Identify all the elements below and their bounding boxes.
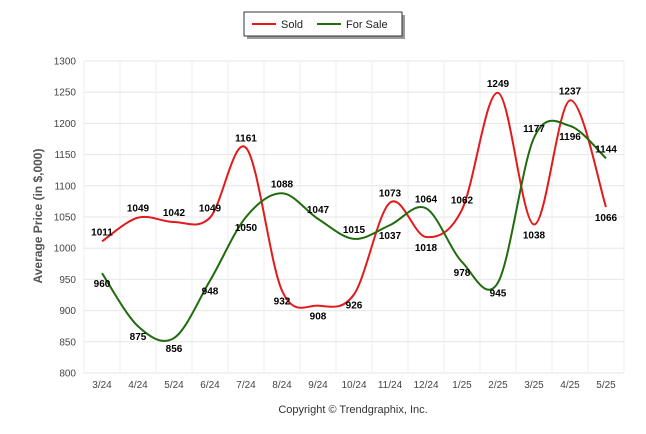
data-label-for-sale: 978 bbox=[454, 268, 471, 279]
legend-label-sold: Sold bbox=[281, 19, 303, 31]
y-tick-label: 1200 bbox=[54, 119, 77, 130]
series-line-for-sale bbox=[101, 119, 607, 342]
x-tick-label: 4/25 bbox=[560, 380, 580, 391]
y-axis-ticks: 800 850 900 950 1000 1050 1100 1150 1200 1250 1300 bbox=[54, 57, 77, 380]
x-tick-label: 3/24 bbox=[92, 380, 112, 391]
x-axis-ticks: 3/24 4/24 5/24 6/24 7/24 8/24 9/24 10/24 11/24 12… bbox=[92, 380, 616, 391]
x-tick-label: 3/25 bbox=[524, 380, 544, 391]
y-tick-label: 1300 bbox=[54, 57, 77, 68]
data-label-for-sale: 1015 bbox=[343, 225, 366, 236]
data-label-for-sale: 1144 bbox=[595, 144, 617, 155]
data-label-sold: 926 bbox=[346, 300, 363, 311]
legend: Sold For Sale bbox=[243, 11, 405, 39]
data-label-sold: 1237 bbox=[559, 86, 582, 97]
x-tick-label: 8/24 bbox=[272, 380, 292, 391]
data-label-for-sale: 1177 bbox=[523, 124, 545, 135]
data-label-sold: 1018 bbox=[415, 243, 438, 254]
legend-label-for-sale: For Sale bbox=[346, 19, 388, 31]
x-tick-label: 6/24 bbox=[200, 380, 220, 391]
data-label-sold: 1049 bbox=[127, 204, 150, 215]
x-tick-label: 2/25 bbox=[488, 380, 508, 391]
x-tick-label: 4/24 bbox=[128, 380, 148, 391]
data-label-for-sale: 875 bbox=[130, 332, 147, 343]
data-label-sold: 1062 bbox=[451, 196, 474, 207]
y-tick-label: 800 bbox=[59, 369, 76, 380]
x-tick-label: 12/24 bbox=[413, 380, 438, 391]
data-label-for-sale: 1088 bbox=[271, 179, 294, 190]
data-label-for-sale: 1047 bbox=[307, 205, 330, 216]
series-line-sold bbox=[101, 91, 607, 309]
data-label-for-sale: 1037 bbox=[379, 231, 402, 242]
data-label-sold: 932 bbox=[274, 297, 291, 308]
grid bbox=[83, 60, 625, 374]
data-label-for-sale: 945 bbox=[490, 289, 507, 300]
data-label-for-sale: 948 bbox=[202, 287, 219, 298]
copyright-text: Copyright © Trendgraphix, Inc. bbox=[278, 404, 427, 416]
x-tick-label: 5/24 bbox=[164, 380, 184, 391]
data-label-for-sale: 856 bbox=[166, 344, 183, 355]
x-tick-label: 7/24 bbox=[236, 380, 256, 391]
y-axis-label: Average Price (in $,000) bbox=[31, 149, 45, 284]
y-tick-label: 950 bbox=[59, 275, 76, 286]
y-tick-label: 1050 bbox=[54, 213, 77, 224]
series-lines bbox=[101, 91, 607, 342]
x-tick-label: 5/25 bbox=[596, 380, 616, 391]
data-label-for-sale: 960 bbox=[94, 279, 111, 290]
data-label-sold: 1073 bbox=[379, 189, 402, 200]
data-label-sold: 908 bbox=[310, 312, 327, 323]
y-tick-label: 1100 bbox=[54, 181, 76, 192]
data-label-for-sale: 1050 bbox=[235, 223, 258, 234]
x-tick-label: 11/24 bbox=[378, 380, 403, 391]
data-label-for-sale: 1196 bbox=[559, 132, 581, 143]
y-tick-label: 1000 bbox=[54, 244, 77, 255]
y-tick-label: 1150 bbox=[54, 150, 76, 161]
data-label-sold: 1249 bbox=[487, 79, 510, 90]
data-label-for-sale: 1064 bbox=[415, 194, 438, 205]
x-tick-label: 1/25 bbox=[452, 380, 472, 391]
y-tick-label: 850 bbox=[59, 337, 76, 348]
y-tick-label: 1250 bbox=[54, 88, 77, 99]
data-labels: 1011 1049 1042 1049 1161 932 908 926 1073 1018 106… bbox=[91, 79, 617, 355]
data-label-sold: 1049 bbox=[199, 204, 222, 215]
data-label-sold: 1011 bbox=[91, 227, 113, 238]
y-tick-label: 900 bbox=[59, 306, 76, 317]
x-tick-label: 9/24 bbox=[308, 380, 328, 391]
x-tick-label: 10/24 bbox=[341, 380, 366, 391]
data-label-sold: 1066 bbox=[595, 213, 618, 224]
data-label-sold: 1161 bbox=[235, 134, 257, 145]
data-label-sold: 1038 bbox=[523, 230, 546, 241]
data-label-sold: 1042 bbox=[163, 208, 186, 219]
